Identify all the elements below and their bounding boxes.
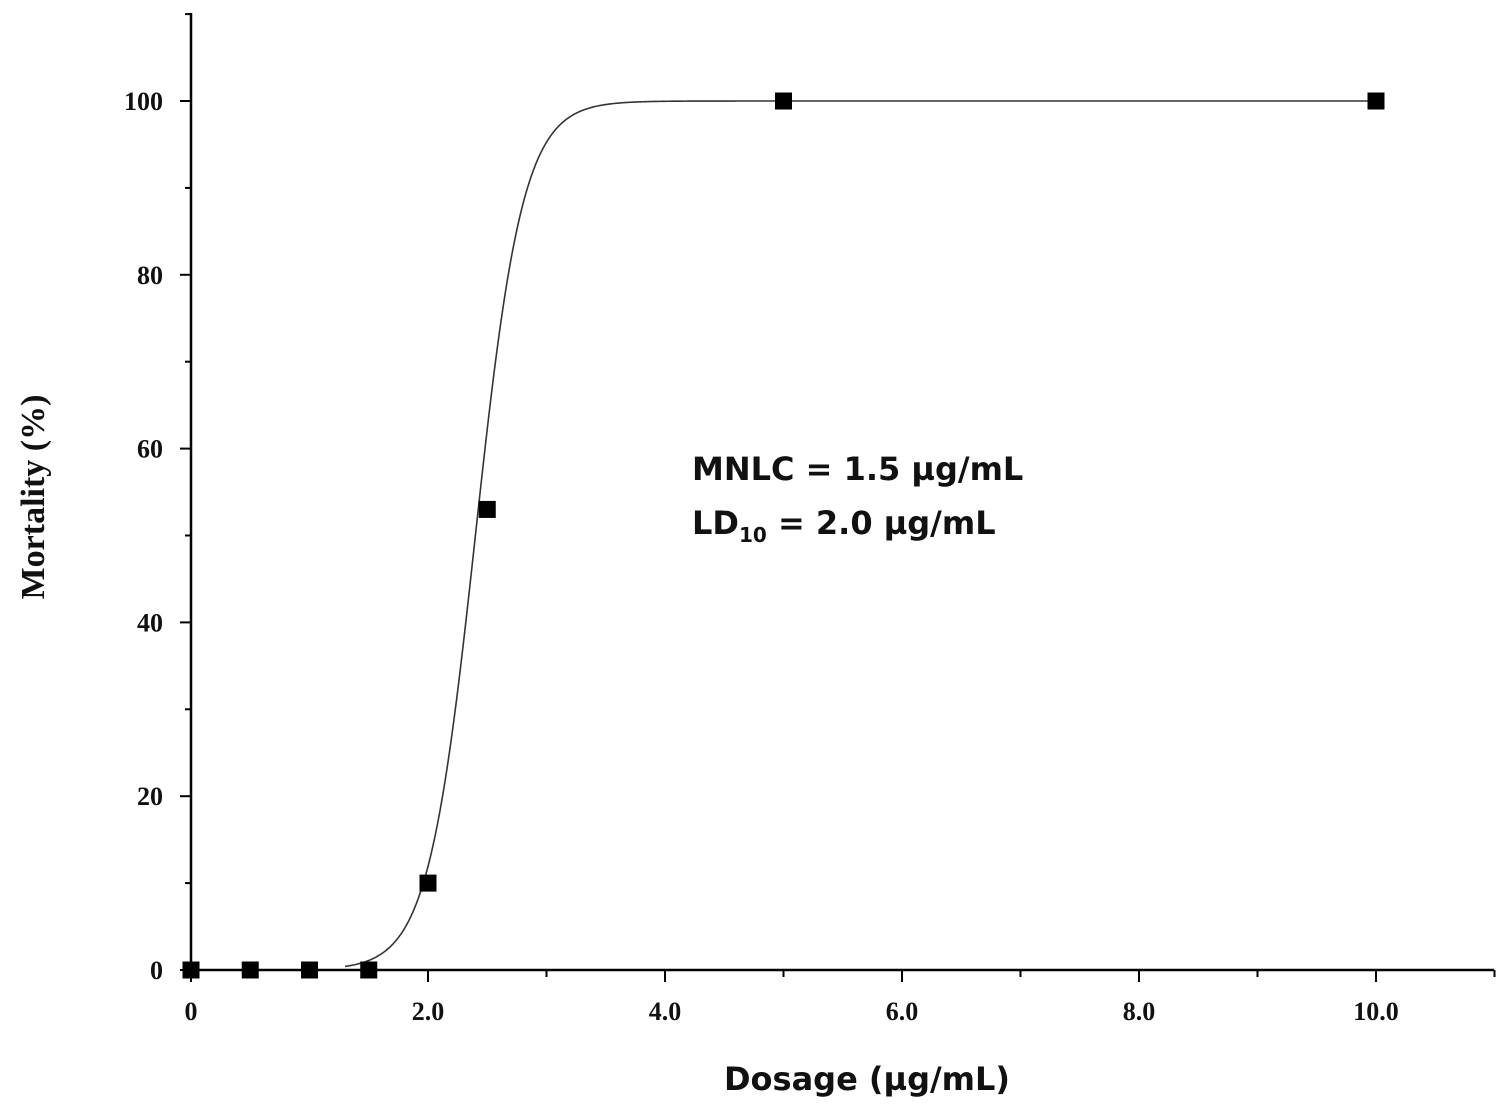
- ld10-annotation-suffix: = 2.0 µg/mL: [767, 504, 996, 542]
- y-tick-label: 60: [137, 435, 163, 464]
- axis-ticks: 0 2.0 4.0 6.0 8.0 10.0 0 20 40 60 80 100: [124, 13, 1496, 1026]
- mnlc-annotation: MNLC = 1.5 µg/mL: [692, 450, 1023, 488]
- x-tick-label: 0: [185, 997, 198, 1026]
- data-point-marker: [182, 961, 200, 979]
- x-tick-label: 10.0: [1353, 997, 1399, 1026]
- x-tick-label: 6.0: [886, 997, 919, 1026]
- data-point-marker: [419, 874, 437, 892]
- y-tick-label: 20: [137, 782, 163, 811]
- data-point-marker: [775, 92, 792, 110]
- axes: [189, 13, 1494, 972]
- y-axis-title: Mortality (%): [15, 395, 52, 600]
- data-point-marker: [301, 961, 318, 979]
- x-tick-label: 8.0: [1123, 997, 1156, 1026]
- data-point-marker: [241, 961, 259, 979]
- x-tick-label: 2.0: [412, 997, 445, 1026]
- y-tick-label: 0: [150, 956, 163, 985]
- ld10-annotation-prefix: LD: [692, 504, 739, 542]
- x-axis-title: Dosage (µg/mL): [724, 1060, 1010, 1098]
- ld10-annotation: LD10 = 2.0 µg/mL: [692, 504, 996, 547]
- sigmoid-fit-line: [344, 100, 1376, 968]
- fit-curve-layer: [344, 100, 1376, 968]
- data-point-marker: [478, 500, 496, 518]
- data-point-marker: [1367, 92, 1385, 110]
- x-tick-label: 4.0: [649, 997, 682, 1026]
- ld10-annotation-subscript: 10: [739, 523, 767, 547]
- y-tick-label: 100: [124, 87, 163, 116]
- data-point-marker: [360, 961, 378, 979]
- y-tick-label: 40: [137, 608, 163, 637]
- y-tick-label: 80: [137, 261, 163, 290]
- data-points: [182, 92, 1385, 979]
